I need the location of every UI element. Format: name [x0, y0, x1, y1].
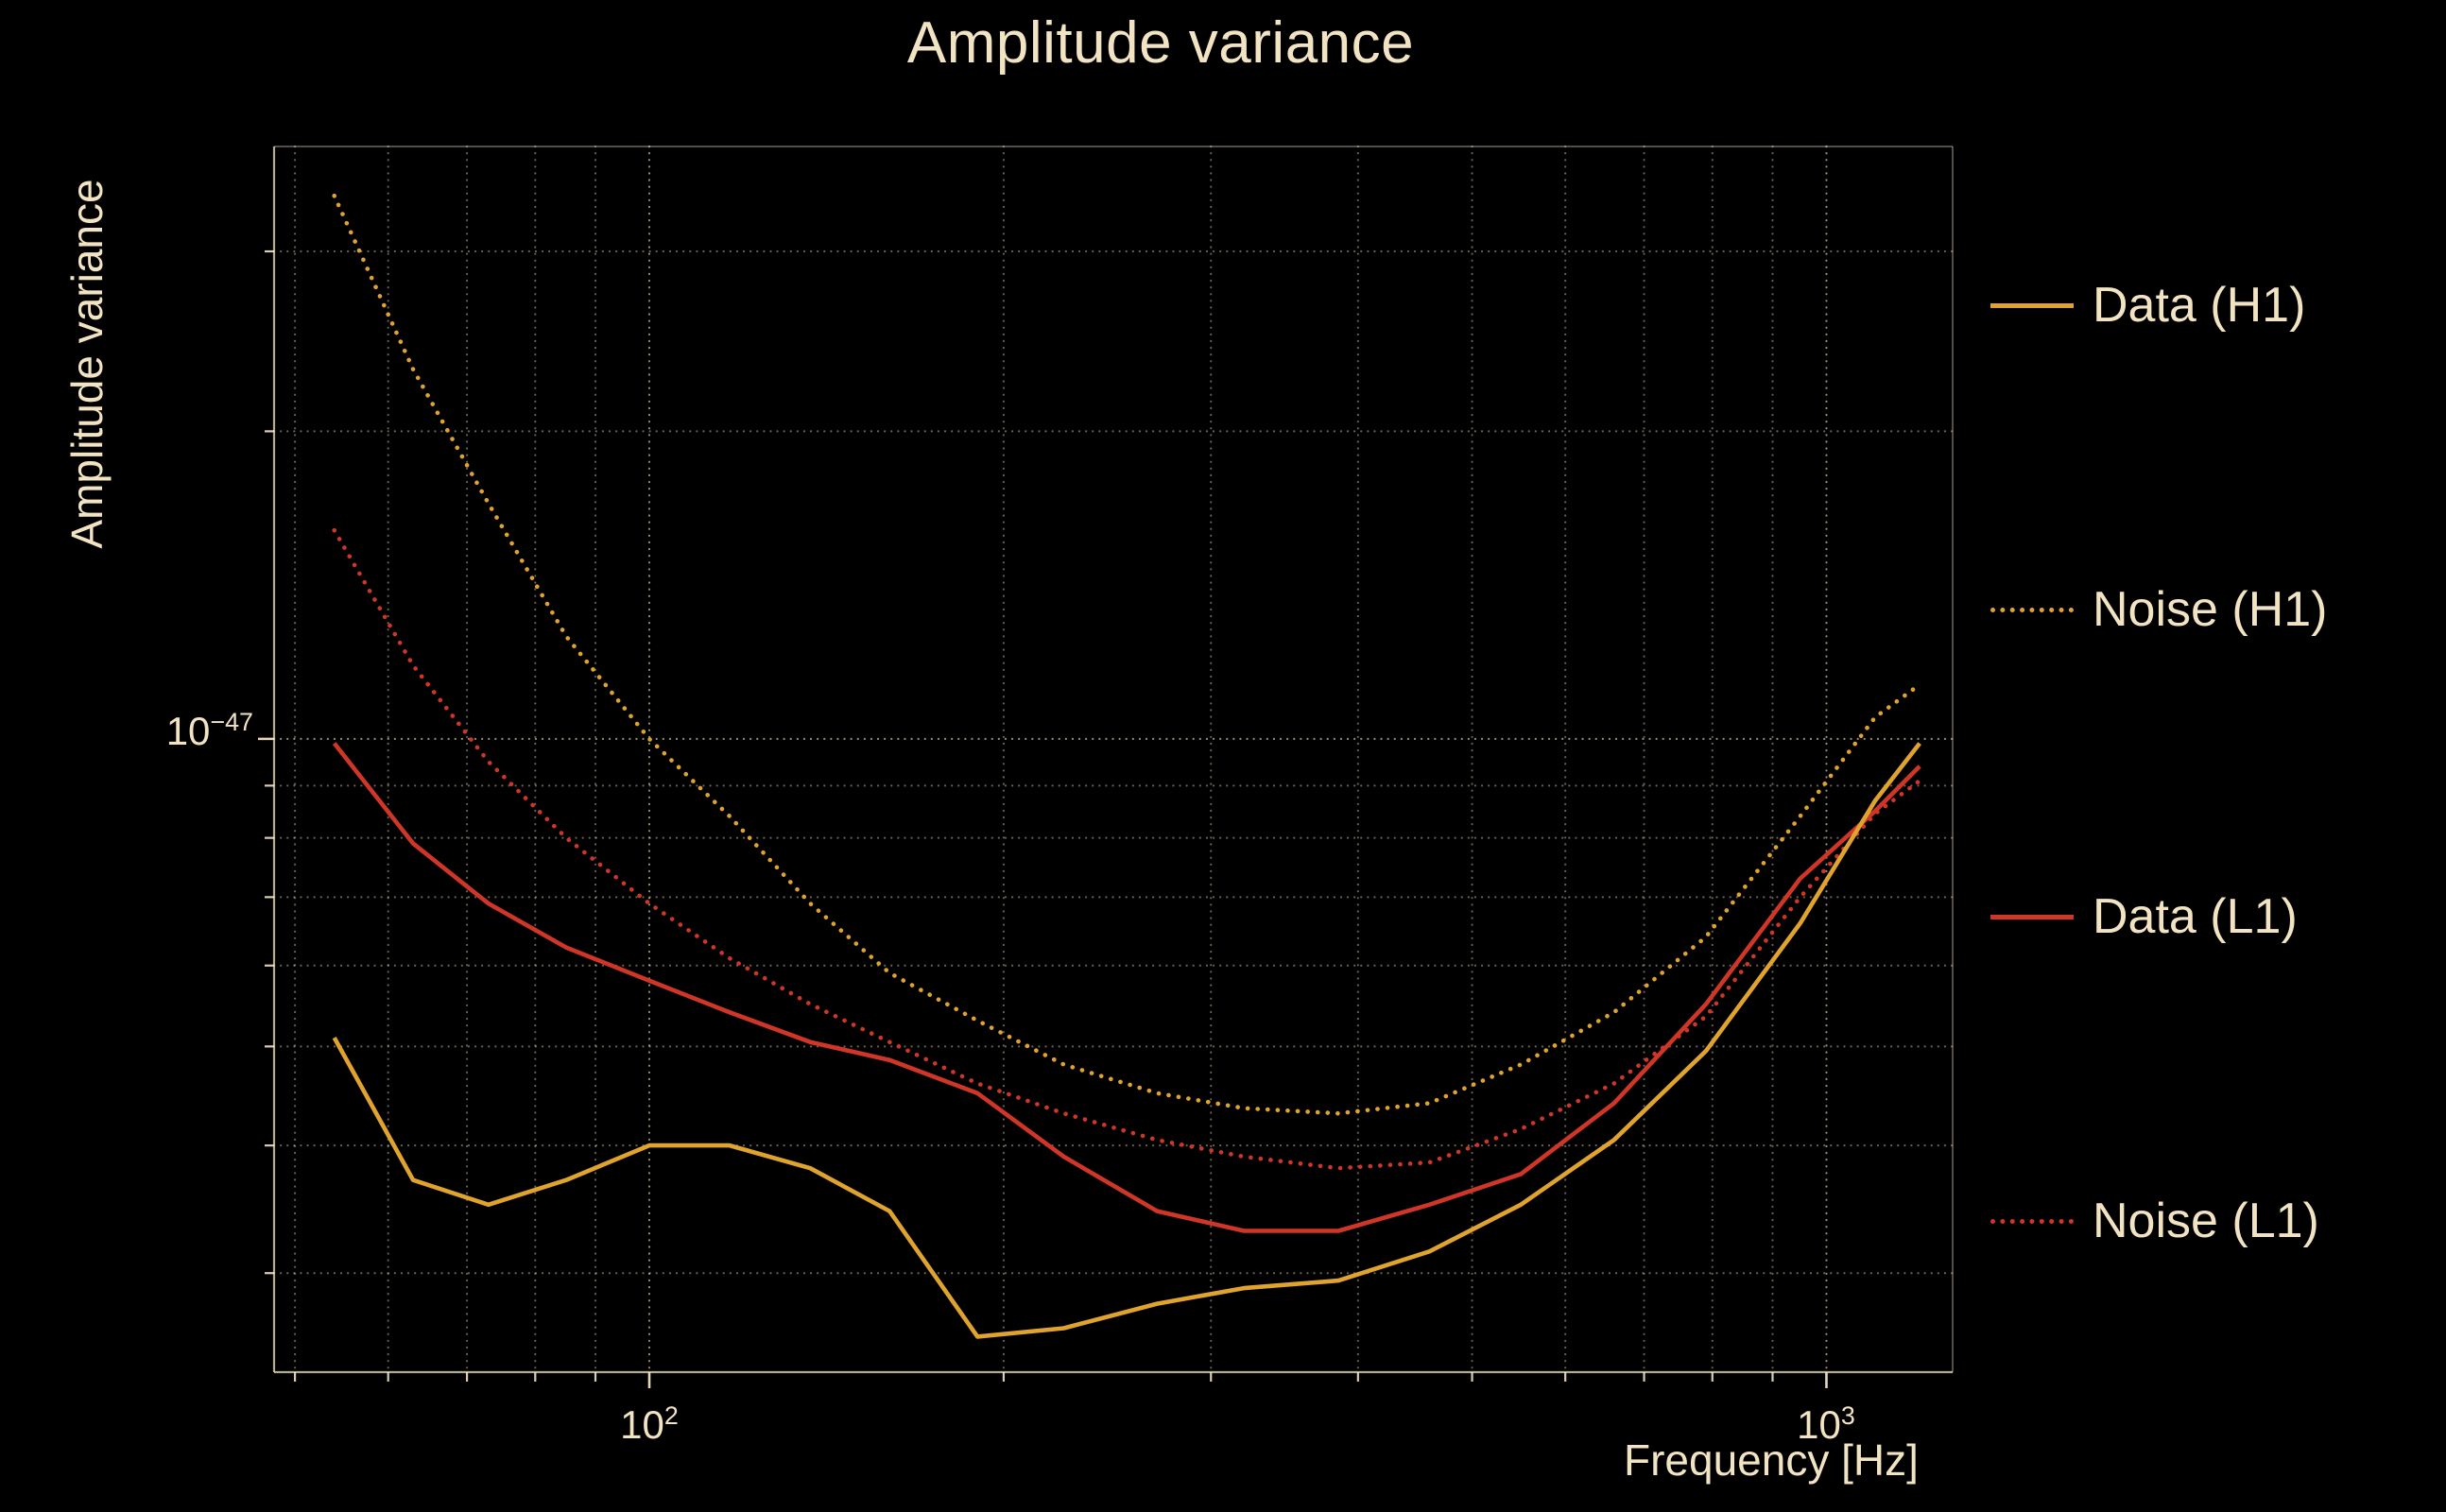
- legend-line-sample-dotted-red: [1990, 1218, 2074, 1224]
- legend-item-data-l1: Data (L1): [1990, 887, 2298, 946]
- legend-item-noise-h1: Noise (H1): [1990, 580, 2328, 639]
- x-tick-exponent: 2: [663, 1401, 679, 1430]
- x-axis-label: Frequency [Hz]: [1624, 1435, 1919, 1485]
- legend-line-sample-solid-yellow: [1990, 302, 2074, 308]
- legend-label: Data (L1): [2093, 889, 2298, 944]
- legend-label: Data (H1): [2093, 278, 2306, 333]
- y-axis-label: Amplitude variance: [62, 179, 112, 549]
- x-tick-label-100: 102: [620, 1402, 679, 1448]
- legend-item-data-h1: Data (H1): [1990, 276, 2305, 335]
- legend-item-noise-l1: Noise (L1): [1990, 1192, 2319, 1250]
- x-tick-base: 10: [620, 1402, 664, 1447]
- legend-line-sample-dotted-yellow: [1990, 607, 2074, 612]
- legend-label: Noise (L1): [2093, 1194, 2319, 1248]
- x-tick-exponent: 3: [1840, 1401, 1855, 1430]
- legend-line-sample-solid-red: [1990, 914, 2074, 919]
- y-tick-base: 10: [165, 709, 211, 753]
- legend-label: Noise (H1): [2093, 582, 2328, 637]
- y-tick-exponent: −47: [210, 708, 253, 736]
- x-tick-base: 10: [1797, 1402, 1841, 1447]
- chart-title: Amplitude variance: [906, 10, 1415, 76]
- x-tick-label-1000: 103: [1797, 1402, 1855, 1448]
- y-tick-label-1e-47: 10−47: [98, 709, 253, 754]
